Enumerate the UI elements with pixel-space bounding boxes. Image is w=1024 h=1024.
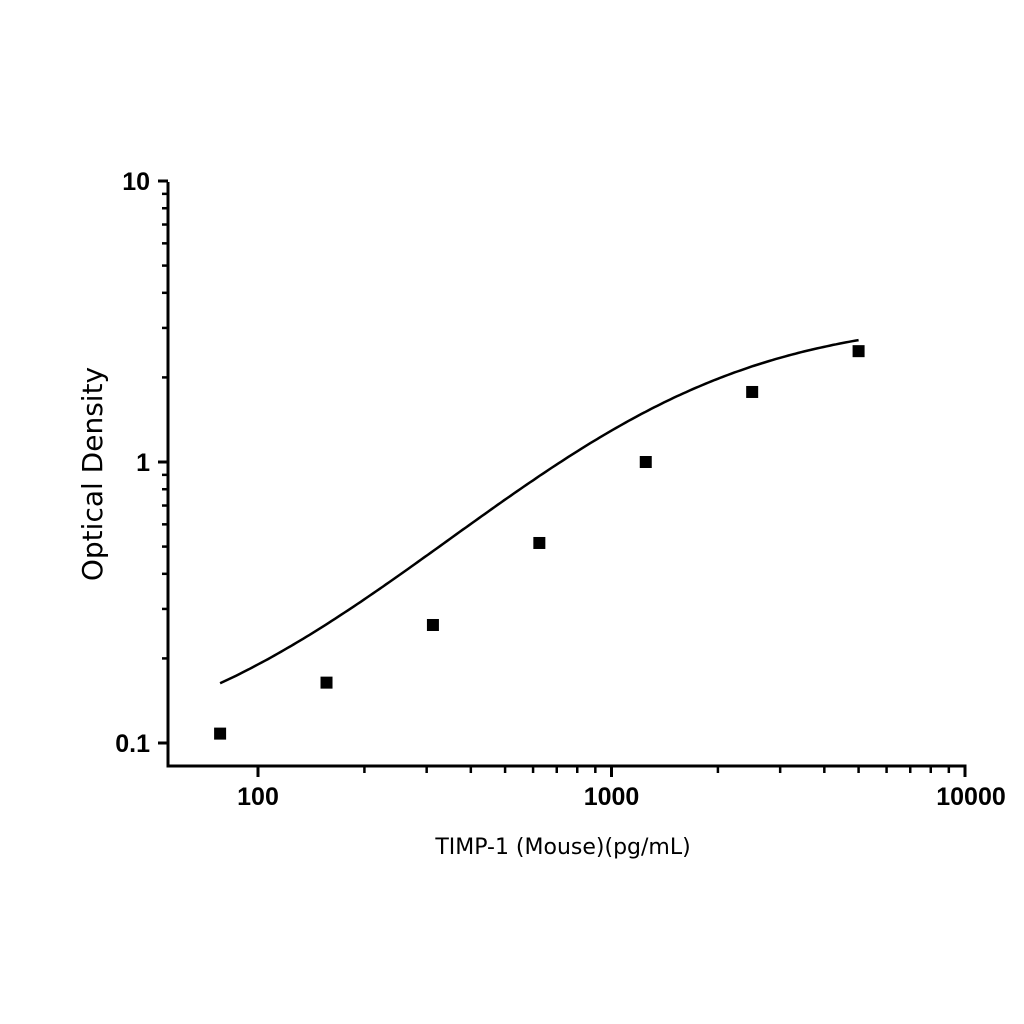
y-tick-label: 0.1	[115, 730, 150, 758]
x-tick-label: 100	[237, 783, 279, 811]
y-axis-title: Optical Density	[76, 367, 109, 581]
x-tick-label: 1000	[584, 783, 640, 811]
data-point-marker	[320, 676, 333, 689]
y-tick-label: 1	[136, 449, 150, 477]
data-point-marker	[746, 385, 759, 398]
data-point-marker	[533, 536, 546, 549]
x-axis-title: TIMP-1 (Mouse)(pg/mL)	[434, 835, 690, 860]
fit-curve	[219, 338, 859, 685]
y-tick-label: 10	[122, 168, 150, 196]
data-point-marker	[852, 345, 865, 358]
data-points	[214, 345, 865, 740]
data-point-marker	[214, 727, 227, 740]
axes: 0.1 1 10 100 1000 10000	[115, 168, 1006, 811]
data-point-marker	[426, 618, 439, 631]
data-point-marker	[639, 456, 652, 468]
x-tick-label: 10000	[936, 783, 1006, 811]
